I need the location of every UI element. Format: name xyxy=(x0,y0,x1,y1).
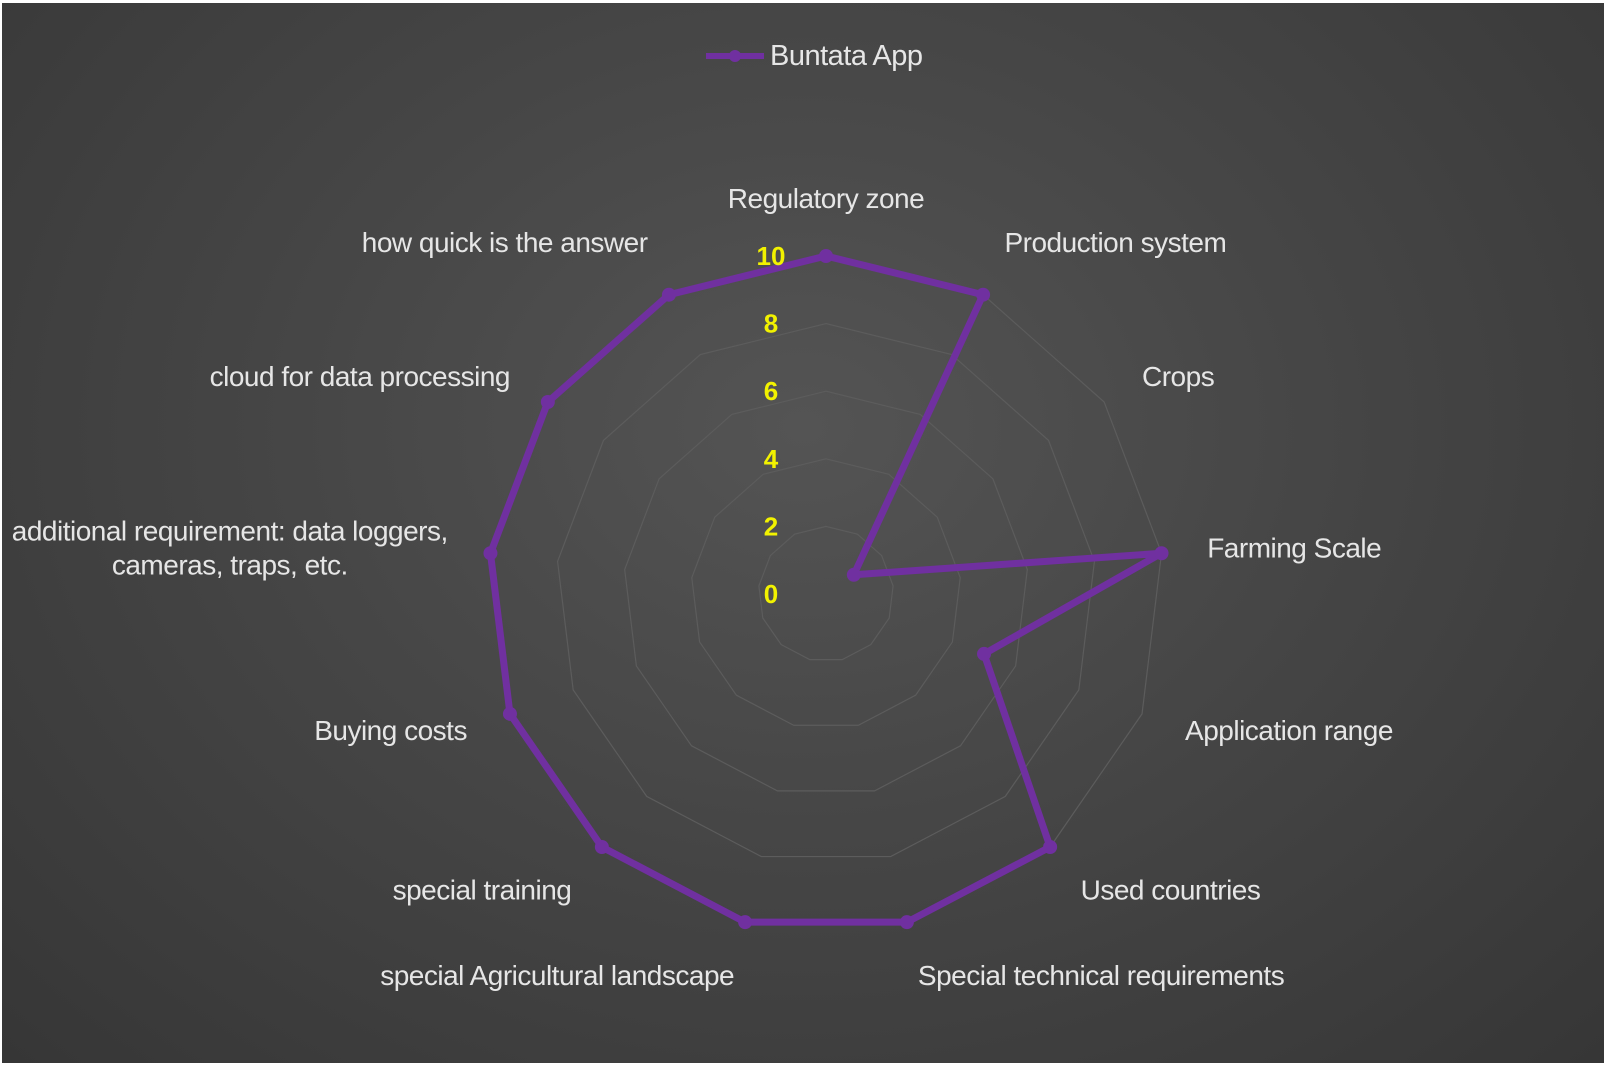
category-label-line: Application range xyxy=(1185,715,1393,746)
category-label: Regulatory zone xyxy=(728,183,924,214)
category-label: Buying costs xyxy=(314,715,467,746)
category-label: how quick is the answer xyxy=(362,227,648,258)
grid-ring xyxy=(556,322,1096,858)
category-label: Application range xyxy=(1185,715,1393,746)
data-point[interactable] xyxy=(594,839,609,854)
grid-ring xyxy=(624,390,1028,792)
grid-ring xyxy=(489,255,1163,923)
chart-background xyxy=(2,3,1604,1063)
category-label: Production system xyxy=(1004,227,1226,258)
category-label-line: Regulatory zone xyxy=(728,183,924,214)
grid-ring xyxy=(691,458,961,726)
tick-label: 10 xyxy=(757,241,786,271)
legend[interactable]: Buntata App xyxy=(706,40,923,72)
tick-labels: 0 2 4 6 8 10 xyxy=(757,241,786,609)
data-point[interactable] xyxy=(1154,546,1169,561)
category-label-line: cameras, traps, etc. xyxy=(112,550,348,581)
category-label-line: Buying costs xyxy=(314,715,467,746)
tick-label: 0 xyxy=(764,579,778,609)
category-labels: Regulatory zone Production system Crops Far… xyxy=(12,183,1394,991)
tick-label: 2 xyxy=(764,511,778,541)
category-label-line: special Agricultural landscape xyxy=(380,960,734,991)
category-label: special Agricultural landscape xyxy=(380,960,734,991)
category-label-line: Farming Scale xyxy=(1207,533,1381,564)
legend-marker xyxy=(729,50,741,62)
tick-label: 4 xyxy=(764,444,779,474)
series-layer xyxy=(483,249,1169,930)
category-label: Special technical requirements xyxy=(918,960,1284,991)
data-point[interactable] xyxy=(976,287,991,302)
category-label-line: how quick is the answer xyxy=(362,227,648,258)
series-line xyxy=(486,252,1166,926)
data-point[interactable] xyxy=(483,546,498,561)
data-point[interactable] xyxy=(899,915,914,930)
data-point[interactable] xyxy=(738,915,753,930)
category-label-line: cloud for data processing xyxy=(210,361,510,392)
category-label: additional requirement: data loggers, cam… xyxy=(12,516,448,581)
category-label-line: Special technical requirements xyxy=(918,960,1284,991)
data-point[interactable] xyxy=(1043,839,1058,854)
legend-label: Buntata App xyxy=(770,40,923,72)
category-label-line: special training xyxy=(393,874,572,905)
tick-label: 6 xyxy=(764,376,778,406)
data-point[interactable] xyxy=(502,706,517,721)
category-label: Farming Scale xyxy=(1207,533,1381,564)
category-label-line: Crops xyxy=(1142,361,1214,392)
category-label: cloud for data processing xyxy=(210,361,510,392)
grid-ring xyxy=(758,525,894,661)
data-point[interactable] xyxy=(977,646,992,661)
data-point[interactable] xyxy=(819,249,833,263)
category-label: special training xyxy=(393,874,572,905)
category-label: Crops xyxy=(1142,361,1214,392)
category-label-line: Used countries xyxy=(1081,874,1261,905)
category-label-line: Production system xyxy=(1004,227,1226,258)
category-label-line: additional requirement: data loggers, xyxy=(12,516,448,547)
grid xyxy=(489,255,1163,923)
data-point[interactable] xyxy=(540,394,555,409)
data-point[interactable] xyxy=(661,287,676,302)
data-point[interactable] xyxy=(846,567,861,582)
tick-label: 8 xyxy=(764,309,778,339)
category-label: Used countries xyxy=(1081,874,1261,905)
